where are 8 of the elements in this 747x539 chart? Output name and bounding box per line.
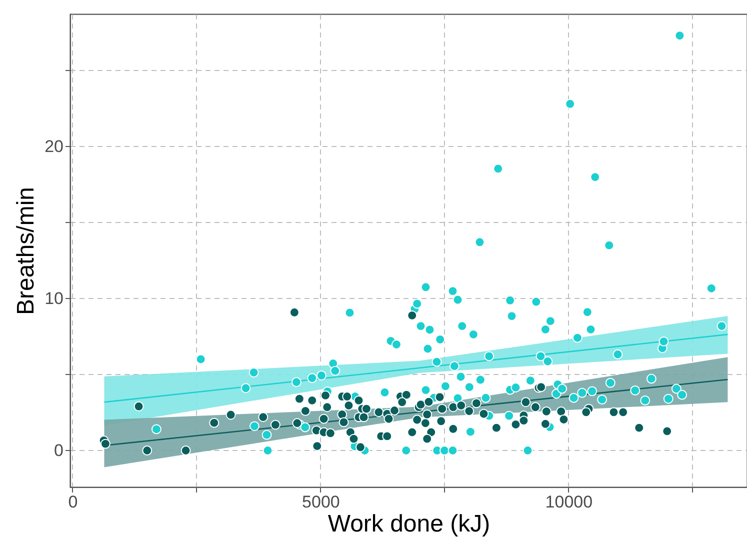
y-axis-title: Breaths/min: [12, 186, 40, 316]
x-tick-label: 0: [68, 492, 78, 512]
y-tick-label: 0: [54, 441, 64, 460]
y-tick-label: 10: [44, 288, 64, 308]
y-tick-label: 20: [44, 136, 64, 156]
x-tick-label: 5000: [302, 492, 340, 512]
x-tick-label: 10000: [545, 492, 593, 512]
x-axis-title: Work done (kJ): [328, 510, 490, 538]
